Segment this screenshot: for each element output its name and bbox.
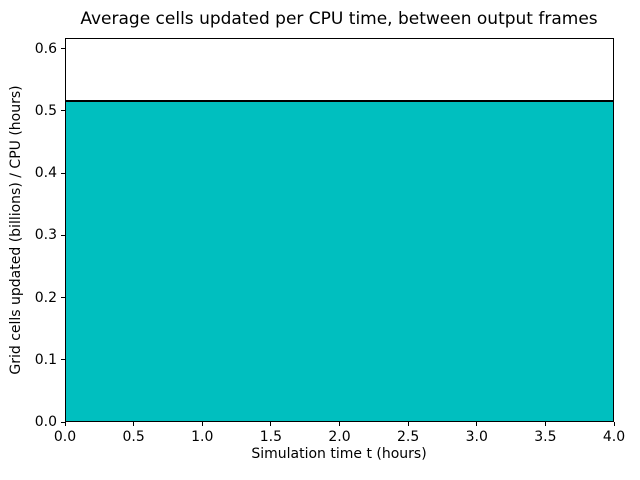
y-axis-tick [61,234,65,236]
x-axis-tick [133,422,135,426]
x-axis-tick-label: 3.5 [534,429,557,445]
x-axis-tick-label: 4.0 [602,429,626,445]
y-axis-tick-label: 0.3 [34,227,57,244]
y-axis-tick-label: 0.6 [34,40,57,57]
y-axis-tick [61,48,65,50]
x-axis-tick-label: 1.0 [191,429,214,445]
y-axis-tick [61,359,65,361]
y-axis-tick [61,110,65,112]
x-axis-tick [476,422,478,426]
x-axis-tick [407,422,409,426]
x-axis-tick [544,422,546,426]
x-axis-tick-label: 2.0 [328,429,351,445]
x-axis-tick [270,422,272,426]
y-axis-tick-label: 0.4 [34,165,57,182]
series-area-avg-cells-updated [66,99,613,421]
y-axis-tick [61,421,65,423]
y-axis-tick-label: 0.0 [34,414,57,430]
x-axis-tick [339,422,340,426]
y-axis-tick-label: 0.1 [34,351,57,368]
y-axis-tick [61,172,65,174]
x-axis-label: Simulation time t (hours) [251,446,427,462]
x-axis-tick-label: 0.0 [53,429,77,445]
y-axis-tick-label: 0.5 [34,102,57,119]
plot-area [65,38,614,422]
x-axis-tick [201,422,203,426]
y-axis-label: Grid cells updated (billions) / CPU (hou… [8,85,24,375]
chart-title: Average cells updated per CPU time, betw… [80,9,598,29]
y-axis-tick-label: 0.2 [34,289,57,306]
x-axis-tick-label: 3.0 [465,429,488,445]
x-axis-tick-label: 2.5 [396,429,420,445]
x-axis-tick [64,422,66,426]
x-axis-tick [613,422,615,426]
x-axis-tick-label: 1.5 [259,429,283,445]
y-axis-tick [61,297,65,299]
x-axis-tick-label: 0.5 [122,429,145,445]
